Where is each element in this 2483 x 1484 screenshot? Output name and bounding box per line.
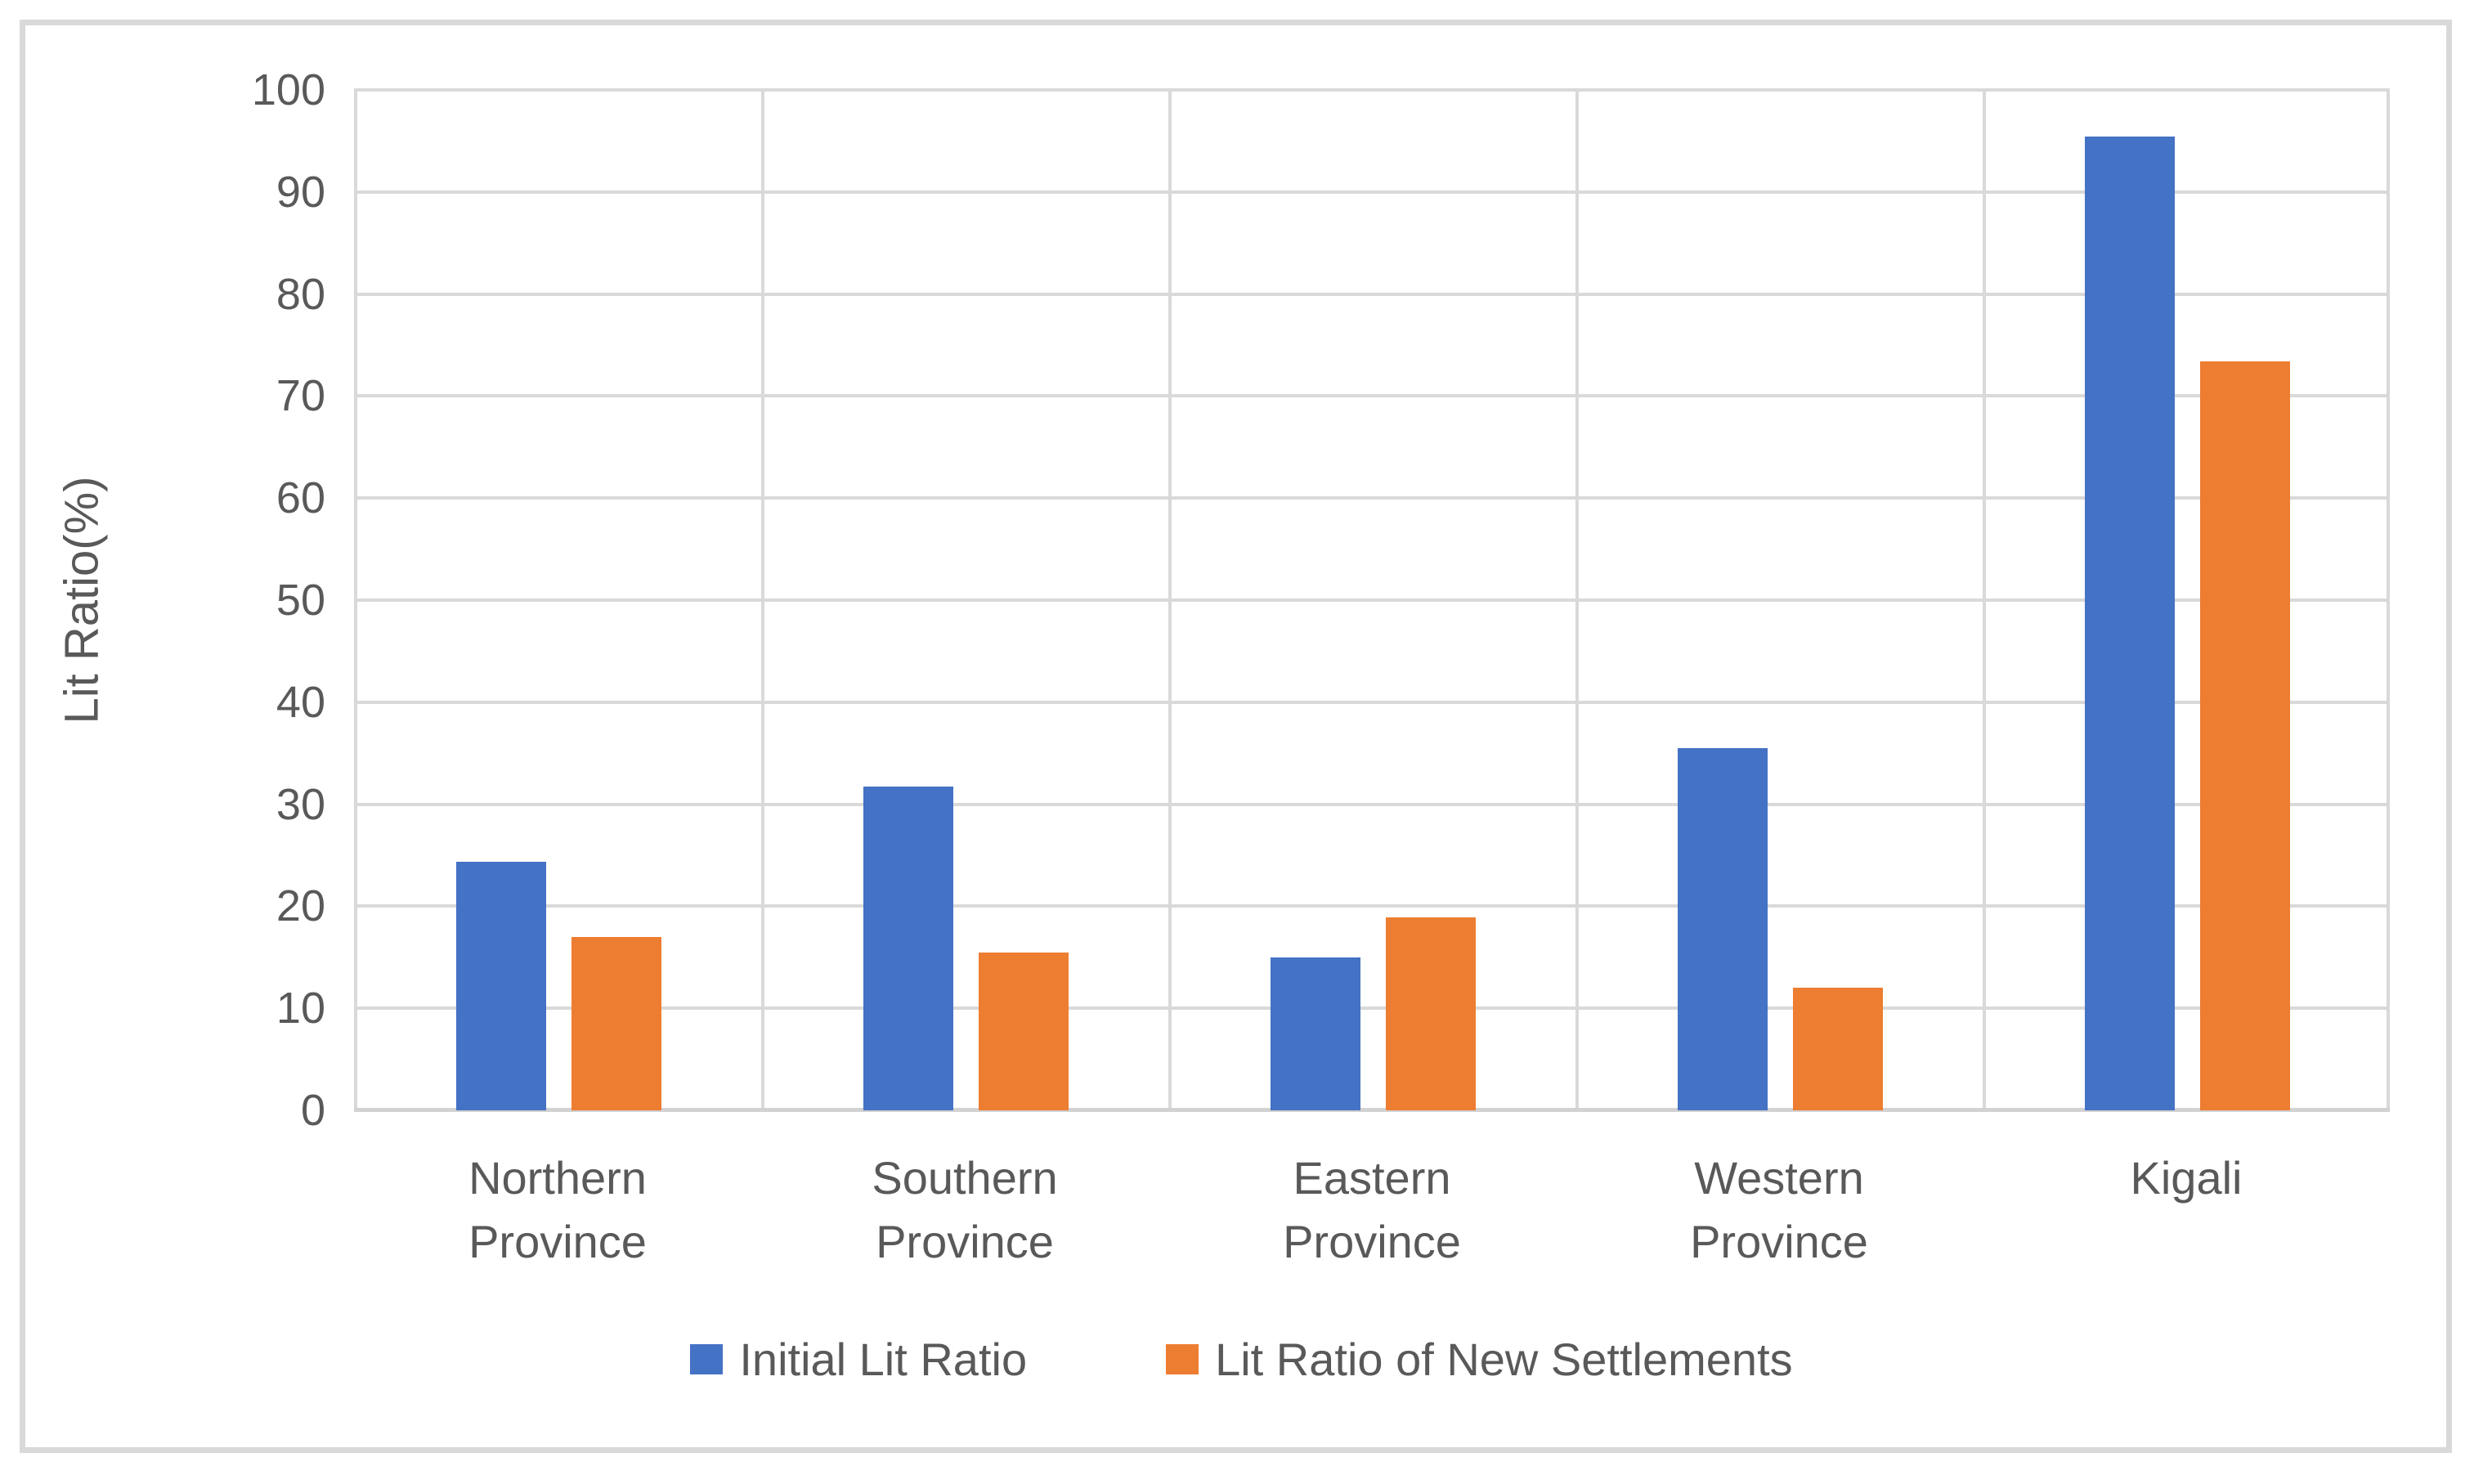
- gridline-vertical: [1168, 90, 1172, 1110]
- y-tick-label: 50: [276, 576, 325, 625]
- legend-item: Initial Lit Ratio: [690, 1333, 1027, 1386]
- bar-new-settlements-3: [1793, 988, 1884, 1110]
- gridline-horizontal: [354, 1007, 2390, 1011]
- y-tick-label: 60: [276, 473, 325, 523]
- gridline-horizontal: [354, 394, 2390, 398]
- y-tick-label: 30: [276, 779, 325, 829]
- legend-swatch-icon: [690, 1344, 724, 1374]
- gridline-horizontal: [354, 190, 2390, 194]
- x-category-label: Northern Province: [468, 1152, 647, 1267]
- bar-initial-lit-ratio-0: [455, 861, 546, 1110]
- bar-initial-lit-ratio-2: [1270, 957, 1360, 1110]
- y-tick-label: 0: [300, 1086, 325, 1135]
- gridline-horizontal: [354, 292, 2390, 296]
- gridline-horizontal: [354, 599, 2390, 602]
- y-tick-label: 100: [251, 65, 325, 114]
- plot-area: [354, 88, 2390, 1112]
- gridline-vertical: [1983, 90, 1986, 1110]
- y-tick-label: 20: [276, 881, 325, 931]
- x-category-label: Eastern Province: [1283, 1152, 1461, 1267]
- x-category-label: Western Province: [1690, 1152, 1868, 1267]
- bar-new-settlements-2: [1386, 917, 1477, 1110]
- legend-swatch-icon: [1166, 1344, 1199, 1374]
- y-tick-label: 70: [276, 371, 325, 421]
- bar-new-settlements-0: [571, 936, 662, 1110]
- bar-initial-lit-ratio-3: [1677, 747, 1768, 1110]
- chart-border-frame: [20, 20, 2452, 1453]
- gridline-vertical: [2387, 90, 2390, 1110]
- y-tick-label: 80: [276, 269, 325, 319]
- y-tick-label: 40: [276, 677, 325, 727]
- bar-initial-lit-ratio-4: [2084, 137, 2175, 1110]
- x-axis-line: [354, 1108, 2390, 1112]
- gridline-horizontal: [354, 496, 2390, 500]
- x-category-label: Kigali: [2130, 1152, 2243, 1204]
- x-category-label: Southern Province: [872, 1152, 1058, 1267]
- gridline-horizontal: [354, 904, 2390, 908]
- gridline-vertical: [1575, 90, 1579, 1110]
- legend-label: Initial Lit Ratio: [739, 1334, 1028, 1385]
- legend-label: Lit Ratio of New Settlements: [1215, 1334, 1793, 1385]
- bar-new-settlements-1: [979, 952, 1069, 1110]
- y-axis-title-text: Lit Ratio(%): [55, 476, 109, 724]
- legend: Initial Lit Ratio Lit Ratio of New Settle…: [0, 1333, 2483, 1386]
- gridline-horizontal: [354, 88, 2390, 92]
- y-tick-label: 90: [276, 167, 325, 217]
- legend-item: Lit Ratio of New Settlements: [1166, 1333, 1793, 1386]
- bar-new-settlements-4: [2200, 361, 2291, 1110]
- gridline-horizontal: [354, 802, 2390, 806]
- gridline-vertical: [761, 90, 764, 1110]
- gridline-horizontal: [354, 700, 2390, 704]
- bar-initial-lit-ratio-1: [863, 787, 953, 1110]
- y-tick-label: 10: [276, 984, 325, 1033]
- gridline-vertical: [354, 90, 357, 1110]
